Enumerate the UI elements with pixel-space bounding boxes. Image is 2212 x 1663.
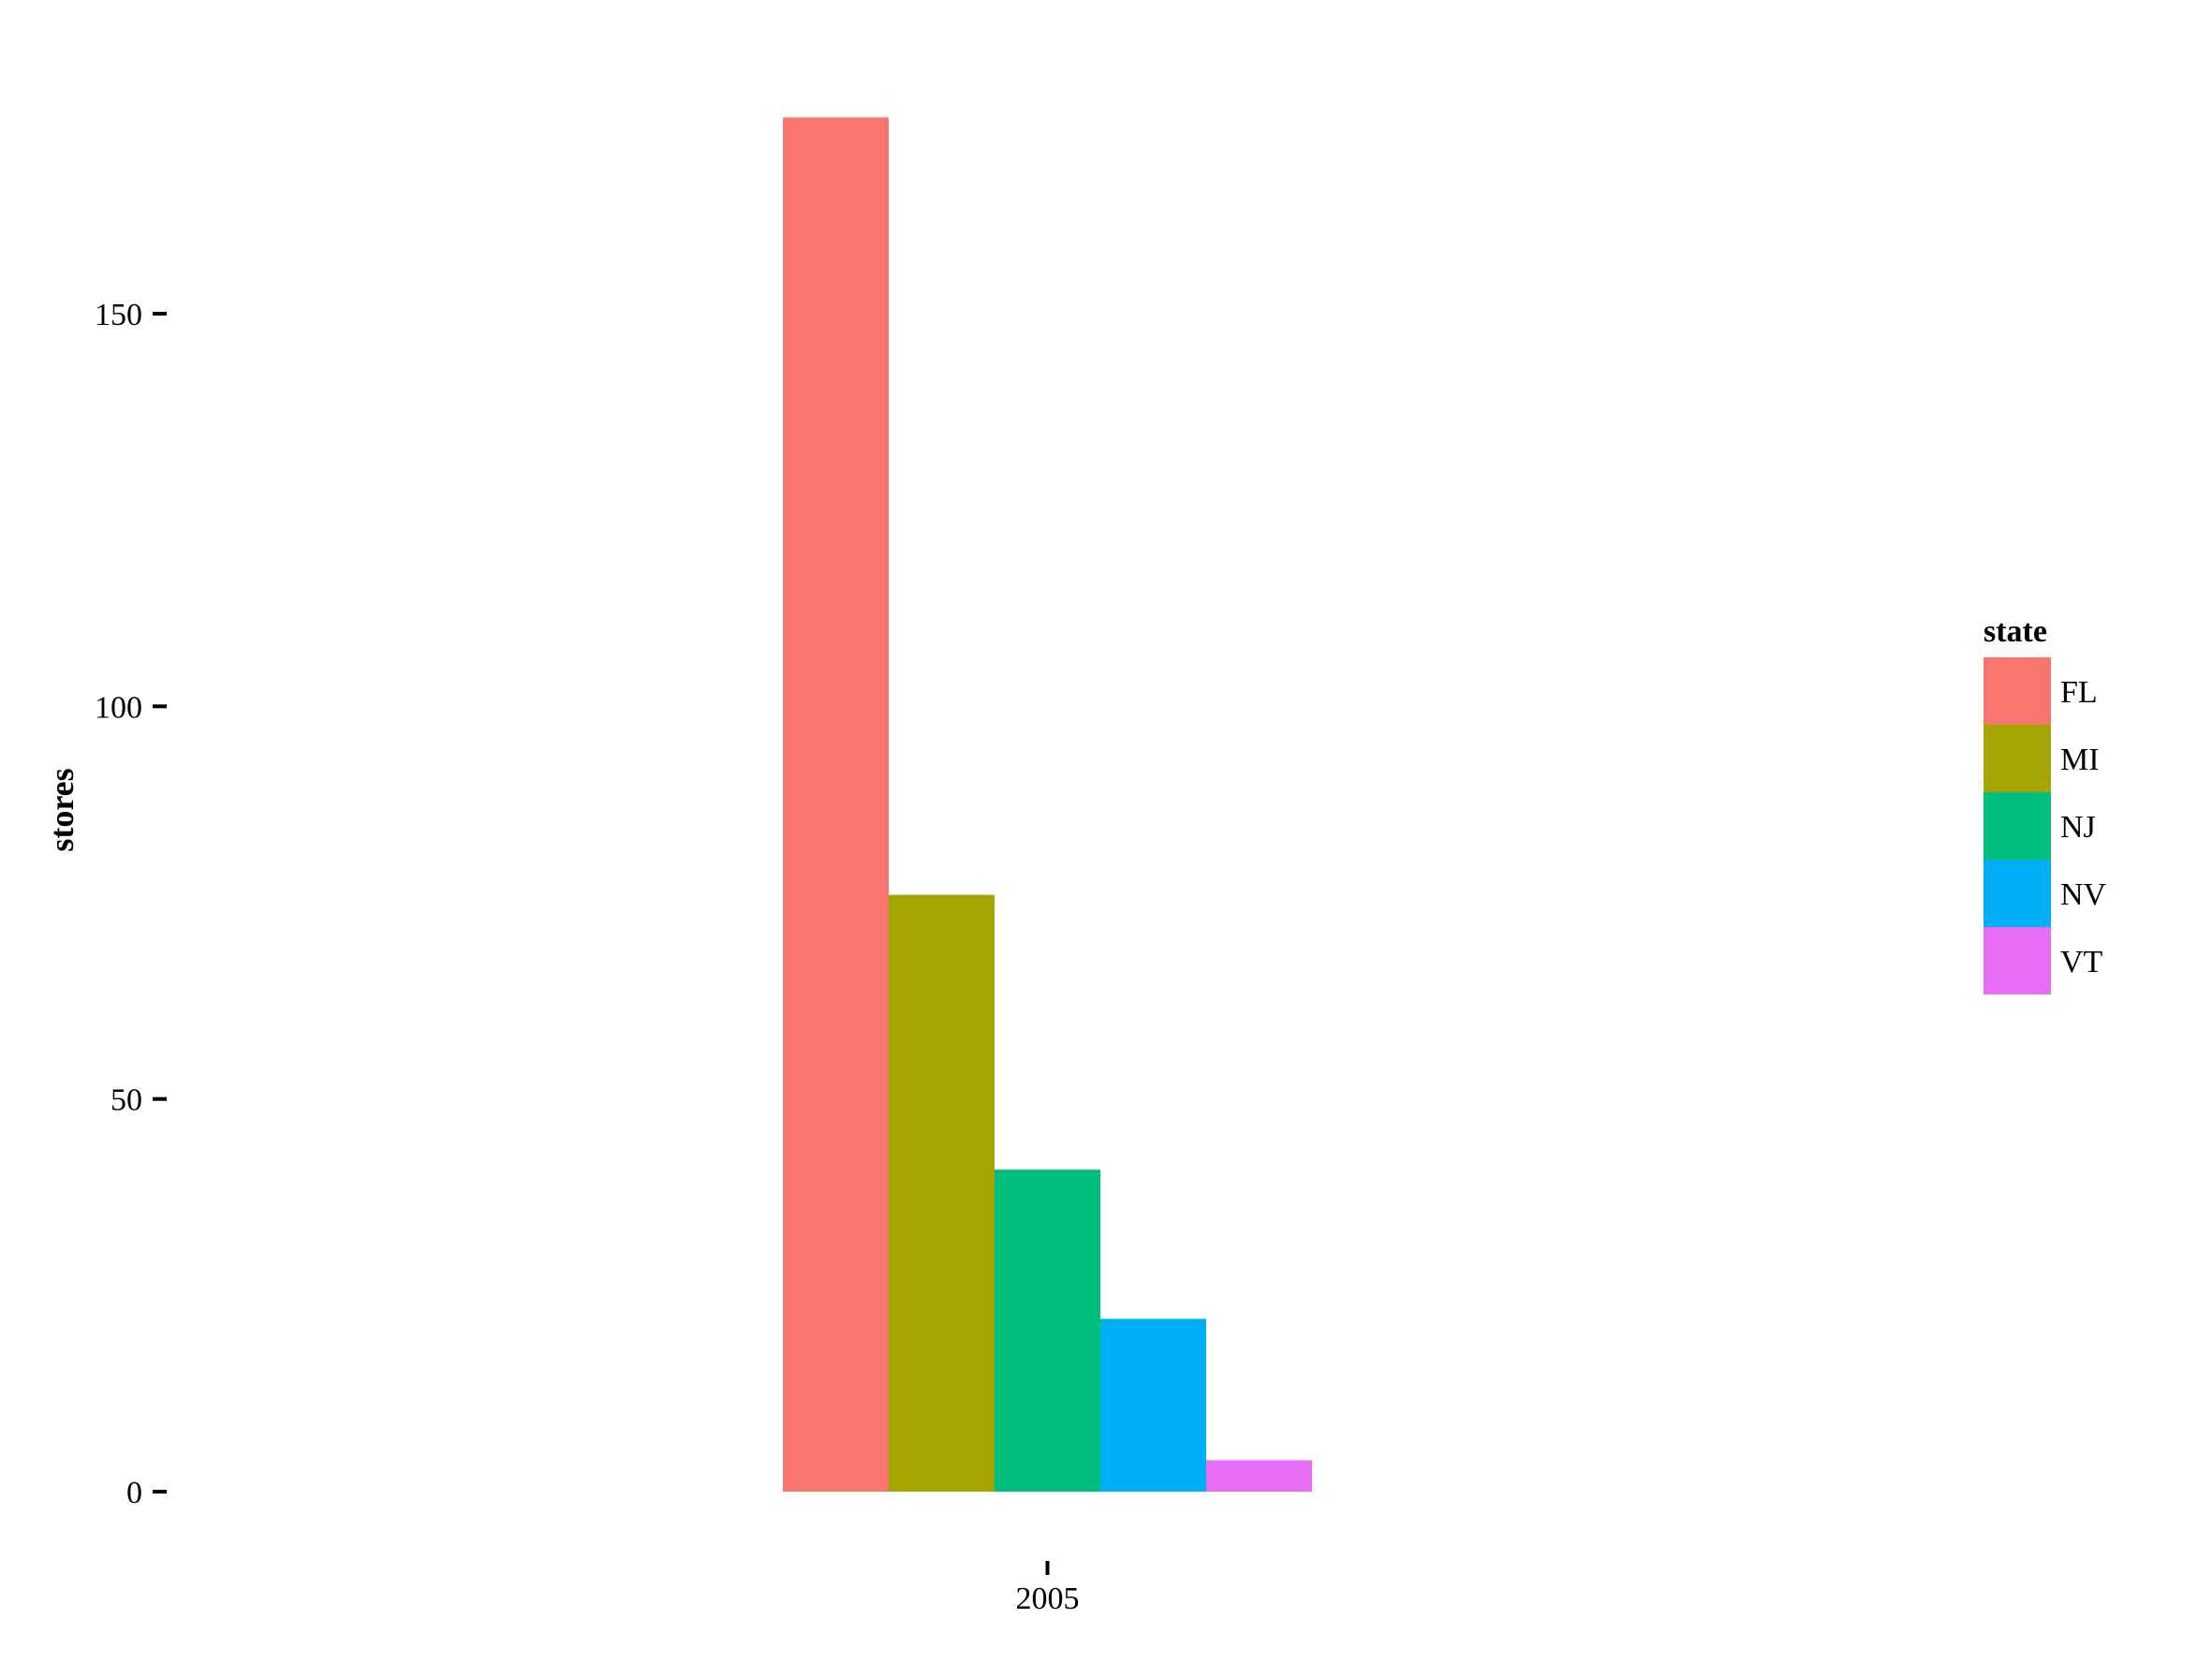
- legend-key-fl: [1983, 657, 2051, 725]
- legend-label-vt: VT: [2060, 945, 2103, 979]
- y-tick-label: 150: [95, 298, 142, 332]
- y-tick-label: 50: [111, 1083, 142, 1118]
- y-axis: 0 50 100 150: [95, 298, 167, 1510]
- legend-key-vt: [1983, 927, 2051, 994]
- y-axis-title: stores: [43, 768, 81, 851]
- bars: [783, 117, 1312, 1492]
- legend-key-nj: [1983, 792, 2051, 860]
- legend-label-nv: NV: [2060, 877, 2107, 912]
- legend: state FL MI NJ NV VT: [1983, 614, 2107, 994]
- y-tick-label: 100: [95, 690, 142, 725]
- legend-label-fl: FL: [2060, 675, 2098, 710]
- bar-vt: [1206, 1460, 1312, 1492]
- x-axis: 2005: [1016, 1561, 1080, 1616]
- y-tick-label: 0: [126, 1476, 142, 1510]
- legend-title: state: [1983, 614, 2047, 649]
- legend-key-mi: [1983, 725, 2051, 792]
- legend-label-mi: MI: [2060, 743, 2100, 777]
- bar-fl: [783, 117, 889, 1492]
- legend-items: FL MI NJ NV VT: [1983, 657, 2107, 994]
- bar-nj: [995, 1170, 1100, 1492]
- bar-nv: [1100, 1318, 1206, 1492]
- x-tick-label: 2005: [1016, 1582, 1080, 1616]
- legend-label-nj: NJ: [2060, 810, 2096, 845]
- legend-key-nv: [1983, 860, 2051, 927]
- bar-mi: [889, 894, 995, 1492]
